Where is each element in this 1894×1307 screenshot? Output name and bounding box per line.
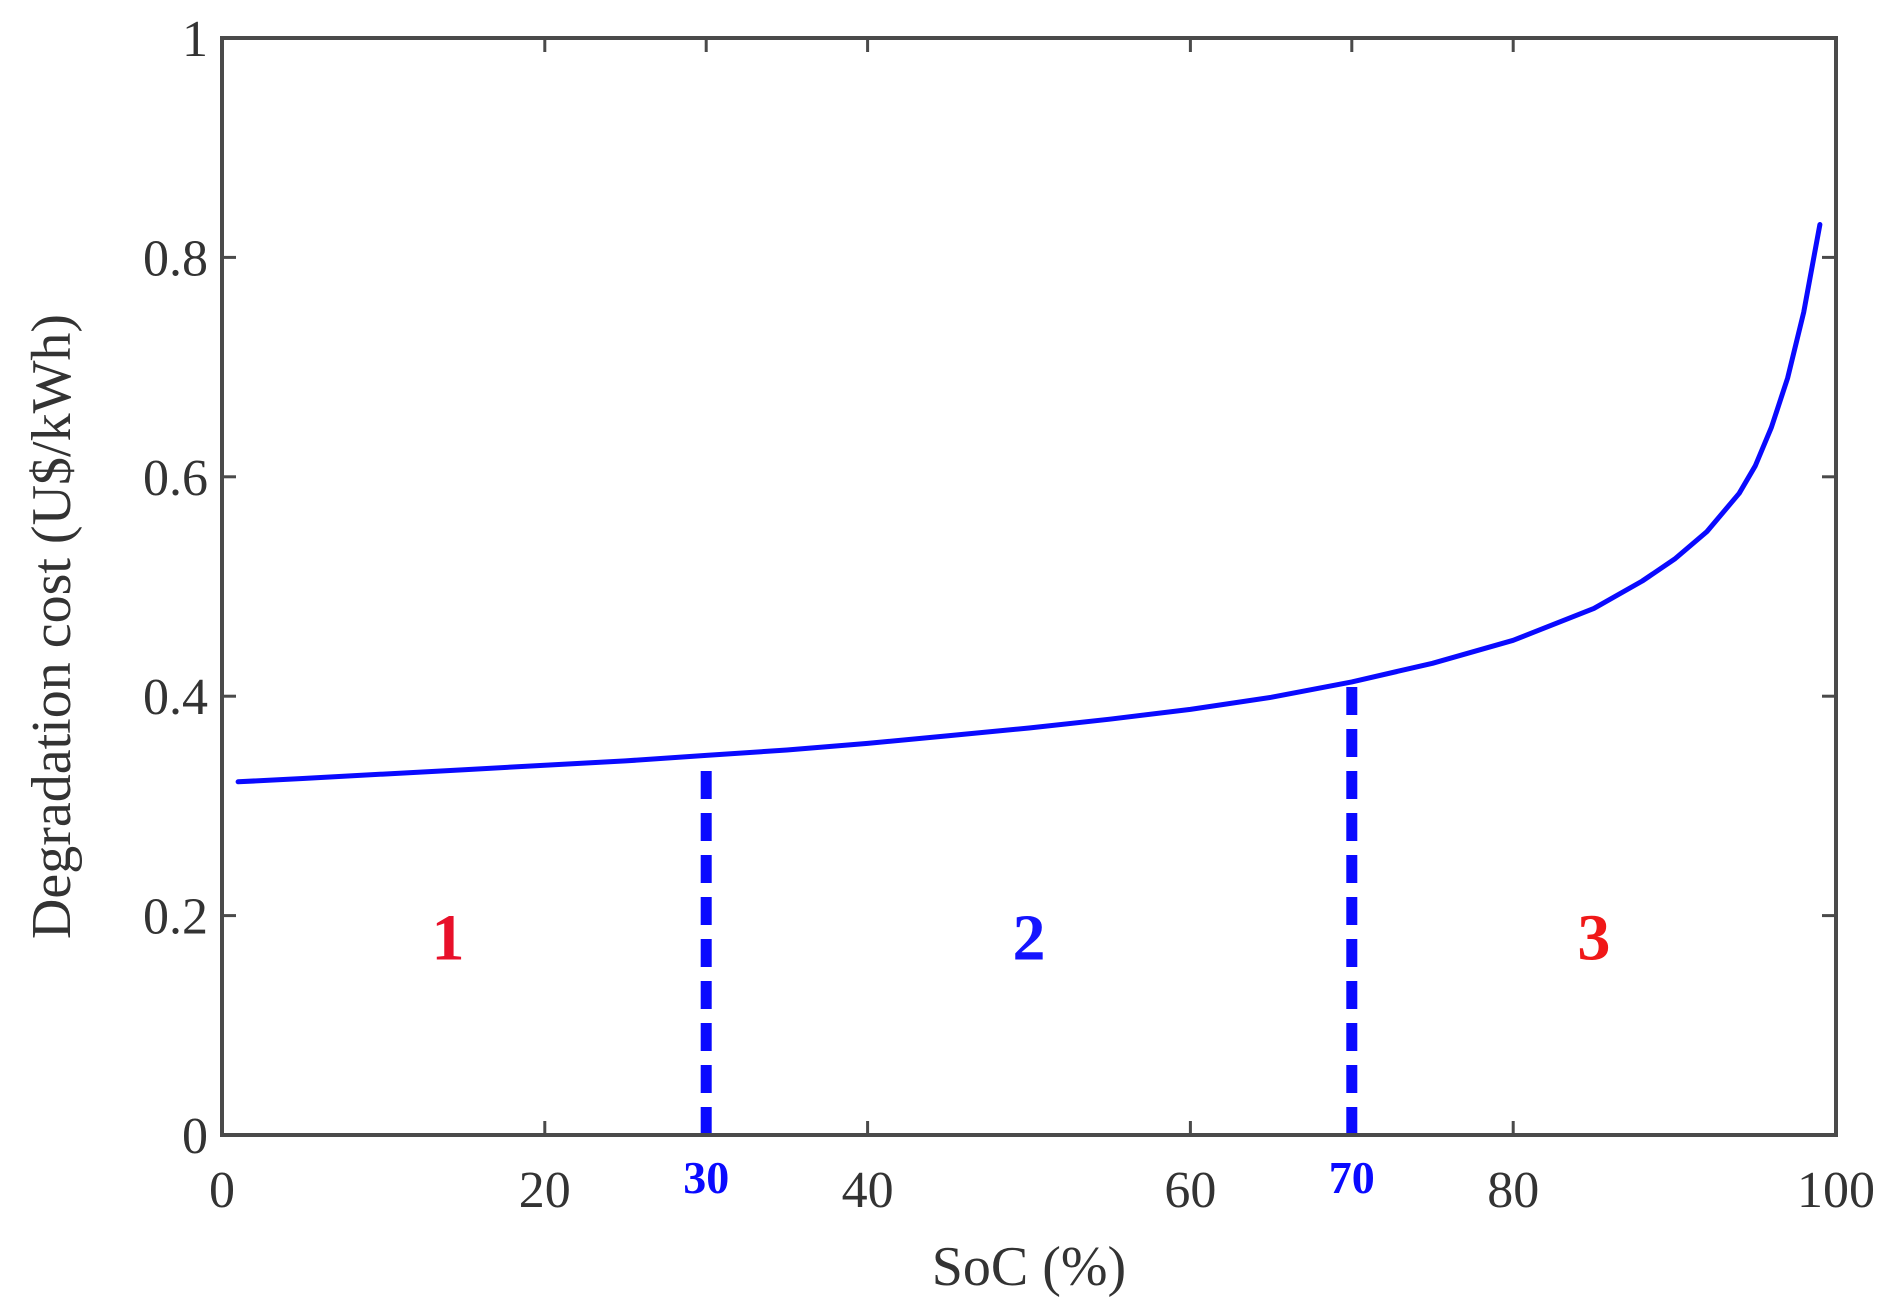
x-tick-label: 100 bbox=[1797, 1162, 1875, 1219]
x-tick-label: 60 bbox=[1164, 1162, 1216, 1219]
series-line bbox=[235, 222, 1823, 785]
y-tick-label: 0.2 bbox=[143, 889, 208, 946]
y-tick-label: 0.4 bbox=[143, 669, 208, 726]
x-tick-label: 20 bbox=[519, 1162, 571, 1219]
y-tick-label: 0 bbox=[182, 1108, 208, 1165]
marker-label: 70 bbox=[1329, 1152, 1375, 1203]
plot-frame bbox=[220, 36, 1838, 1137]
series-layer bbox=[235, 222, 1823, 785]
region-label: 2 bbox=[1013, 902, 1046, 975]
y-tick-label: 0.8 bbox=[143, 230, 208, 287]
x-tick-label: 40 bbox=[842, 1162, 894, 1219]
y-tick-label: 1 bbox=[182, 11, 208, 68]
marker-lines-layer bbox=[700, 681, 1358, 1135]
y-tick-label: 0.6 bbox=[143, 450, 208, 507]
x-tick-label: 0 bbox=[209, 1162, 235, 1219]
marker-label: 30 bbox=[683, 1152, 729, 1203]
region-label: 3 bbox=[1577, 902, 1610, 975]
labels-layer: 0 20 40 60 80 100 0 0.2 0.4 0.6 0.8 1 30 70 1 2 3 bbox=[143, 11, 1875, 1219]
y-axis-title: Degradation cost (U$/kWh) bbox=[21, 314, 83, 939]
x-axis-title: SoC (%) bbox=[932, 1236, 1126, 1298]
x-tick-label: 80 bbox=[1487, 1162, 1539, 1219]
region-label: 1 bbox=[431, 902, 464, 975]
